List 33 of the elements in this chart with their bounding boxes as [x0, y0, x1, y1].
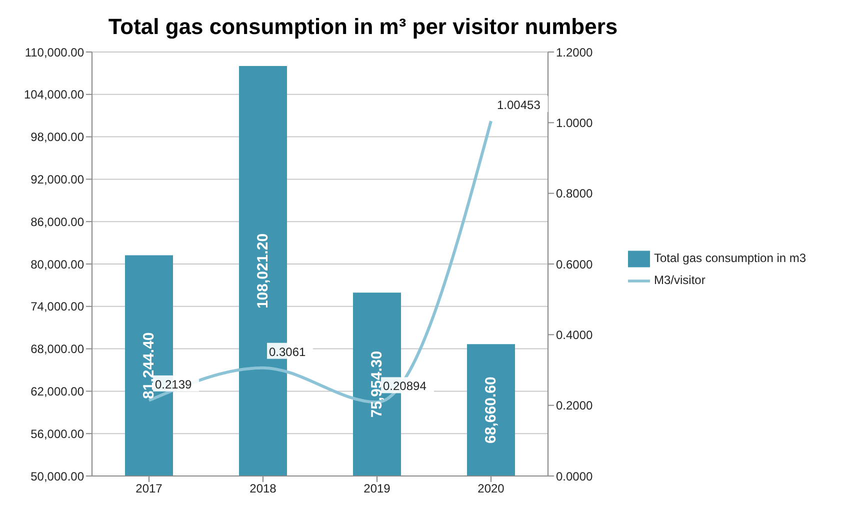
y-tick-label: 62,000.00: [30, 384, 84, 398]
data-label: 0.2139: [155, 377, 192, 392]
data-label: 0.3061: [269, 344, 306, 359]
y-tick-label: 80,000.00: [30, 257, 84, 272]
data-label: 81,244.40: [140, 332, 158, 399]
y2-tick-label: 1.0000: [556, 116, 594, 130]
y2-tick-label: 0.4000: [556, 328, 594, 342]
y-tick-label: 68,000.00: [30, 342, 84, 356]
y-tick-label: 110,000.00: [24, 45, 84, 60]
y-tick-label: 98,000.00: [30, 130, 84, 144]
data-label: 0.20894: [383, 379, 427, 394]
data-label: 1.00453: [497, 98, 541, 112]
legend-label: M3/visitor: [654, 273, 706, 288]
y2-tick-label: 0.6000: [556, 257, 594, 272]
data-label: 108,021.20: [254, 233, 272, 309]
y-tick-label: 74,000.00: [30, 300, 84, 314]
y-tick-label: 50,000.00: [30, 469, 84, 484]
y2-tick-label: 1.2000: [556, 45, 594, 60]
y-tick-label: 104,000.00: [24, 88, 84, 102]
x-tick-label: 2017: [136, 482, 163, 496]
x-tick-label: 2018: [250, 482, 277, 496]
y2-tick-label: 0.8000: [556, 186, 594, 201]
data-label: 68,660.60: [482, 376, 500, 444]
chart-title: Total gas consumption in m³ per visitor numbers: [108, 14, 618, 39]
x-tick-label: 2020: [478, 482, 505, 496]
y-tick-label: 56,000.00: [30, 426, 84, 441]
y-tick-label: 92,000.00: [30, 172, 84, 186]
y2-tick-label: 0.0000: [556, 469, 594, 484]
y-tick-label: 86,000.00: [30, 214, 84, 229]
y2-tick-label: 0.2000: [556, 398, 594, 413]
legend-label: Total gas consumption in m3: [654, 251, 806, 266]
data-label: 75,954.30: [368, 350, 386, 418]
x-tick-label: 2019: [364, 482, 391, 496]
